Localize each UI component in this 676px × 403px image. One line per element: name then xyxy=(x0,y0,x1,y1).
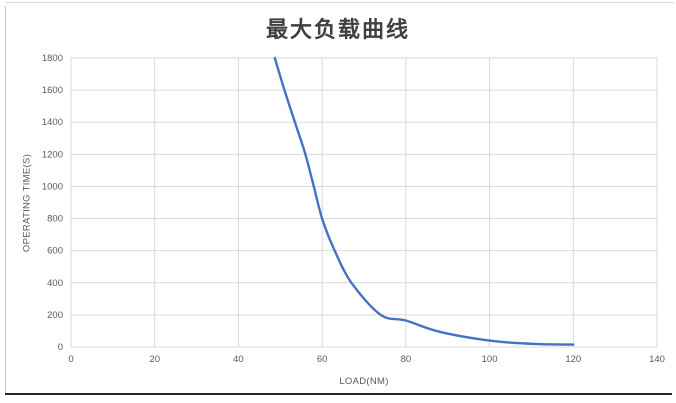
left-border-line xyxy=(5,6,6,393)
x-tick-label: 80 xyxy=(401,354,412,365)
top-border-line xyxy=(6,2,674,3)
chart-title: 最大负载曲线 xyxy=(265,17,410,42)
x-tick-label: 20 xyxy=(149,354,160,365)
x-axis-title: LOAD(NM) xyxy=(339,376,389,387)
x-tick-label: 120 xyxy=(565,354,581,365)
y-tick-label: 600 xyxy=(47,246,63,257)
x-tick-label: 40 xyxy=(233,354,244,365)
y-tick-label: 800 xyxy=(47,214,63,225)
y-tick-label: 1000 xyxy=(42,181,63,192)
bottom-border-line xyxy=(5,393,672,395)
y-tick-label: 0 xyxy=(58,342,63,353)
plot-border xyxy=(70,57,658,348)
y-tick-label: 1600 xyxy=(42,85,63,96)
x-tick-label: 0 xyxy=(68,354,73,365)
y-tick-label: 1400 xyxy=(42,117,63,128)
x-tick-label: 60 xyxy=(317,354,328,365)
y-tick-label: 1800 xyxy=(42,53,63,64)
series-curve xyxy=(273,56,575,346)
y-axis-title: OPERATING TIME(S) xyxy=(21,153,33,253)
y-tick-label: 200 xyxy=(47,310,63,321)
y-tick-label: 1200 xyxy=(42,149,63,160)
x-tick-label: 140 xyxy=(649,354,665,365)
y-tick-label: 400 xyxy=(47,278,63,289)
x-tick-label: 100 xyxy=(482,354,498,365)
